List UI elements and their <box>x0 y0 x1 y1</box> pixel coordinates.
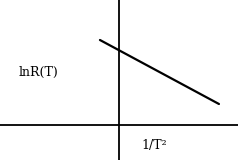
Text: 1/T²: 1/T² <box>142 139 168 152</box>
Text: lnR(T): lnR(T) <box>19 65 59 79</box>
